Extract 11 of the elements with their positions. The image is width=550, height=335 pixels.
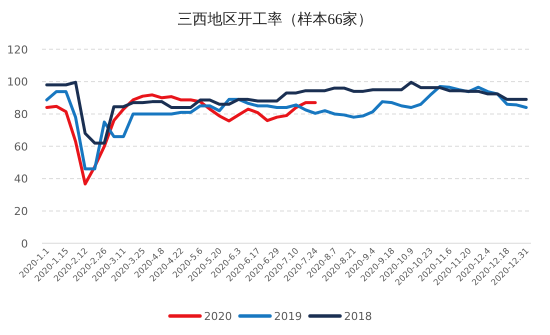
y-tick-label: 80 [14, 108, 28, 121]
y-tick-label: 120 [7, 43, 28, 56]
y-tick-label: 100 [7, 76, 28, 89]
legend-label: 2018 [344, 310, 372, 323]
chart-title: 三西地区开工率（样本66家） [178, 11, 372, 28]
y-tick-label: 60 [14, 140, 28, 154]
y-tick-label: 40 [14, 172, 28, 186]
legend-label: 2020 [204, 310, 232, 323]
y-tick-label: 20 [14, 204, 28, 218]
legend-label: 2019 [274, 310, 302, 323]
y-tick-label: 0 [21, 237, 28, 250]
